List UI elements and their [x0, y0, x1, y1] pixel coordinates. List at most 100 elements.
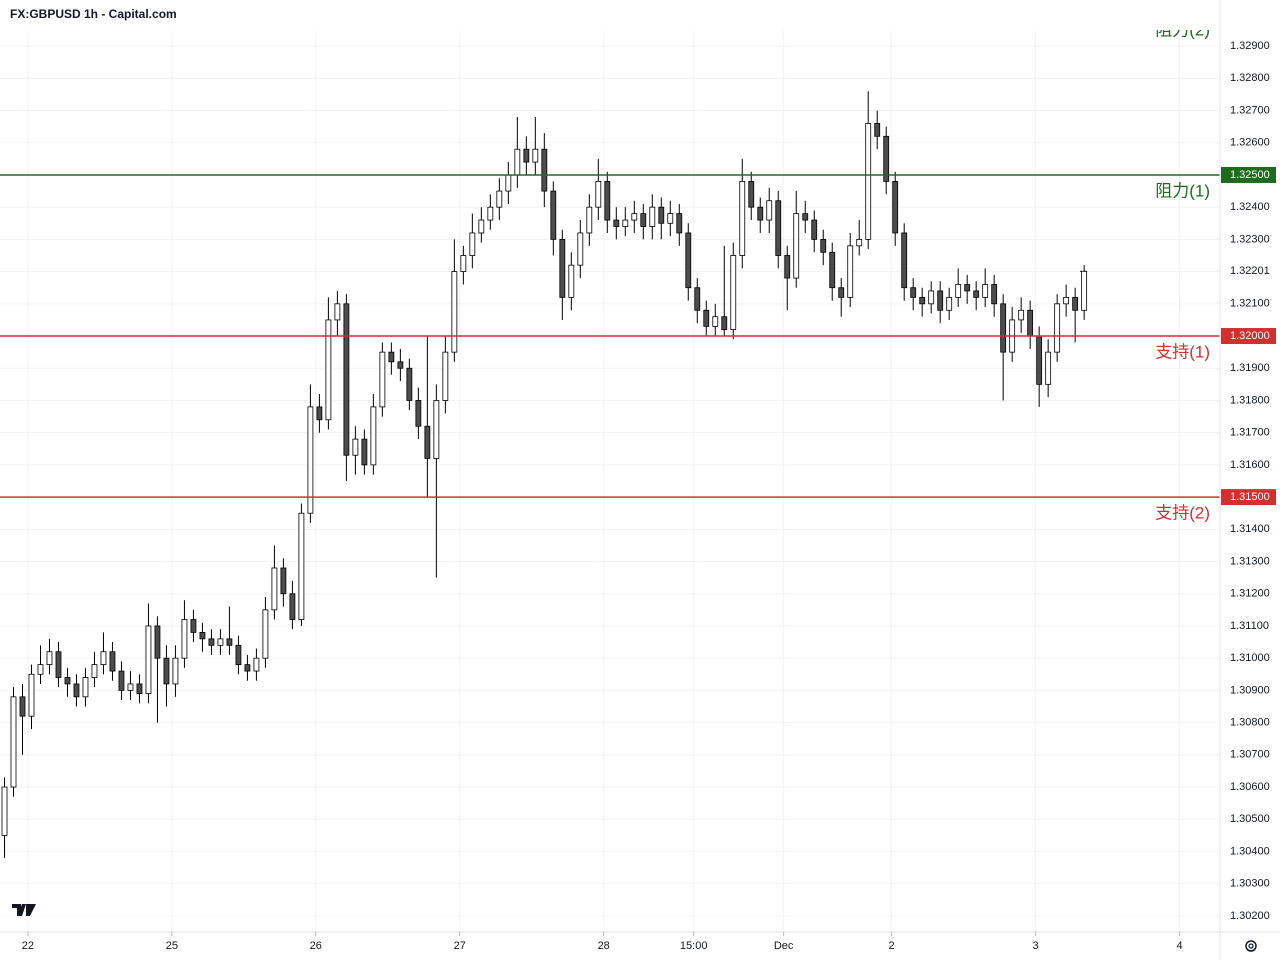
candle-body [208, 638, 215, 646]
candle-body [415, 400, 422, 427]
x-tick-label: 2 [889, 940, 895, 952]
level-name: 支持(2) [1155, 504, 1210, 523]
candle-body [244, 664, 251, 672]
candle-body [568, 264, 575, 298]
candle-body [118, 670, 125, 691]
candle-body [1, 786, 8, 836]
candle-body [127, 683, 134, 691]
candle-body [550, 190, 557, 240]
last-price-badge [1221, 263, 1276, 280]
candle-body [289, 593, 296, 620]
candle-body [334, 303, 341, 321]
level-badge [1221, 328, 1276, 345]
candle-body [694, 287, 701, 311]
candle-body [1054, 303, 1061, 353]
candle-body [901, 232, 908, 289]
candle-body [928, 290, 935, 305]
candle-body [136, 683, 143, 695]
candle-body [1036, 335, 1043, 385]
candle-body [388, 351, 395, 363]
candle-body [703, 309, 710, 327]
y-tick-label: 1.30800 [1230, 717, 1270, 729]
candle-body [361, 438, 368, 466]
candle-body [640, 213, 647, 227]
candle-body [604, 181, 611, 221]
candle-body [937, 290, 944, 311]
y-tick-label: 1.32600 [1230, 137, 1270, 149]
y-tick-label: 1.31200 [1230, 588, 1270, 600]
candle-body [784, 255, 791, 279]
y-tick-label: 1.30200 [1230, 910, 1270, 922]
candle-body [82, 677, 89, 698]
candle-body [145, 625, 152, 695]
candle-body [73, 683, 80, 698]
y-tick-label: 1.32800 [1230, 72, 1270, 84]
y-tick-label: 1.31600 [1230, 459, 1270, 471]
candle-body [523, 148, 530, 163]
chart-title: FX:GBPUSD 1h - Capital.com [10, 7, 177, 21]
candle-body [1000, 303, 1007, 353]
candle-body [406, 367, 413, 401]
candle-body [982, 284, 989, 298]
candle-body [721, 316, 728, 330]
candle-body [748, 181, 755, 208]
candle-body [757, 206, 764, 221]
y-tick-label: 1.31800 [1230, 394, 1270, 406]
candle-body [379, 351, 386, 408]
candle-body [397, 361, 404, 369]
candle-body [685, 232, 692, 289]
candle-body [856, 238, 863, 247]
candle-body [811, 219, 818, 240]
y-tick-label: 1.31400 [1230, 523, 1270, 535]
y-tick-label: 1.30500 [1230, 813, 1270, 825]
candle-body [874, 123, 881, 137]
x-tick-label: 26 [310, 940, 322, 952]
y-tick-label: 1.31300 [1230, 555, 1270, 567]
x-tick-label: 15:00 [680, 940, 708, 952]
candle-body [649, 206, 656, 227]
candle-body [739, 181, 746, 256]
candle-body [973, 290, 980, 298]
candle-body [100, 651, 107, 666]
candle-body [667, 213, 674, 224]
candle-body [586, 206, 593, 234]
grid [0, 30, 1220, 932]
y-tick-label: 1.32100 [1230, 298, 1270, 310]
candle-body [496, 190, 503, 208]
candle-body [262, 609, 269, 659]
candle-body [91, 664, 98, 678]
settings-icon[interactable] [1245, 940, 1257, 952]
candle-body [217, 638, 224, 646]
candle-body [559, 238, 566, 298]
candle-body [442, 351, 449, 401]
candle-body [1027, 309, 1034, 337]
candle-body [541, 148, 548, 192]
candle-body [172, 657, 179, 685]
candle-body [325, 319, 332, 421]
y-tick-label: 1.30400 [1230, 845, 1270, 857]
axes: 1.30200 1.30300 1.30400 1.30500 1.30600 1.307… [22, 40, 1276, 952]
candle-body [460, 255, 467, 273]
y-tick-label: 1.32700 [1230, 104, 1270, 116]
candle-body [343, 303, 350, 456]
candle-body [775, 200, 782, 256]
candle-body [64, 677, 71, 685]
level-badge [1221, 166, 1276, 183]
candle-body [883, 135, 890, 182]
y-tick-label: 1.30300 [1230, 878, 1270, 890]
candle-body [847, 245, 854, 298]
candle-body [424, 425, 431, 459]
candle-body [613, 219, 620, 227]
candle-body [1063, 296, 1070, 305]
candle-body [1045, 351, 1052, 385]
candle-body [676, 213, 683, 234]
candle-body [271, 567, 278, 611]
candle-body [10, 696, 17, 788]
level-name: 支持(1) [1155, 343, 1210, 362]
candle-body [28, 673, 35, 717]
level-badge-label: 1.32000 [1230, 330, 1270, 342]
candle-body [181, 619, 188, 659]
candle-body [829, 251, 836, 289]
candle-body [991, 284, 998, 305]
candle-body [532, 148, 539, 163]
